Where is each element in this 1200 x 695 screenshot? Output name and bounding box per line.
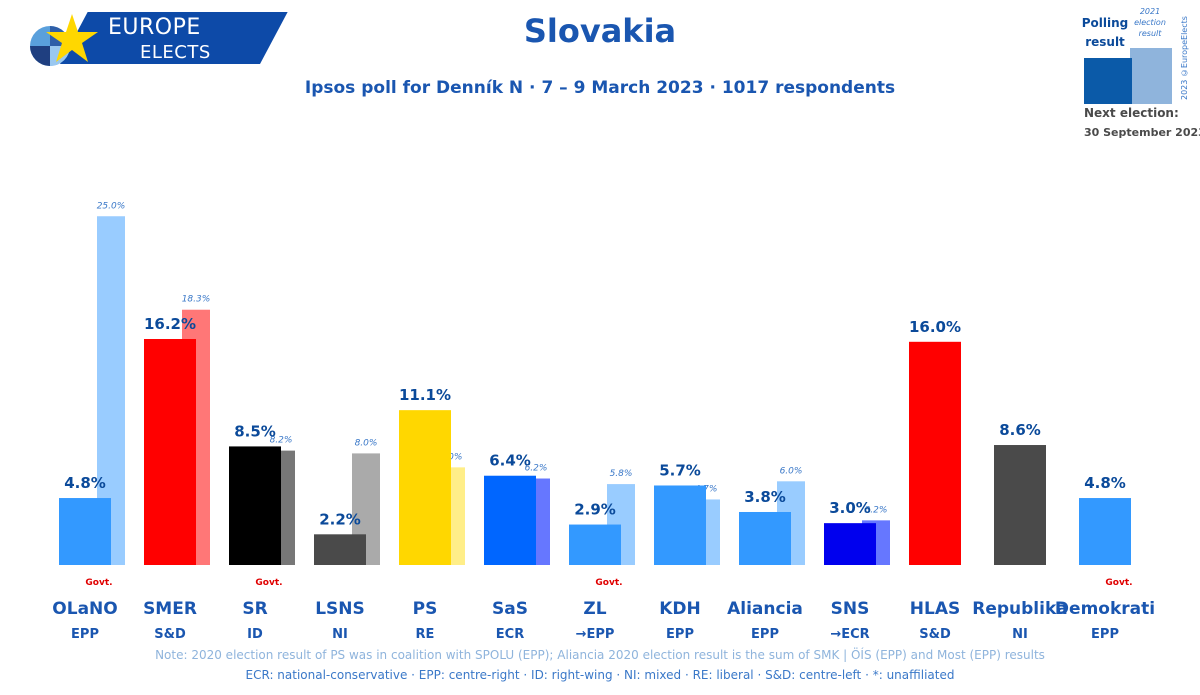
europe-elects-logo: EUROPE ELECTS xyxy=(20,10,288,68)
poll-bar xyxy=(399,410,451,565)
poll-bar xyxy=(654,485,706,565)
legend-election-label: 2021 election result xyxy=(1134,7,1166,38)
poll-bar xyxy=(1079,498,1131,565)
page-subtitle: Ipsos poll for Denník N · 7 – 9 March 20… xyxy=(304,78,896,98)
poll-bar xyxy=(739,511,791,565)
election-value-label: 8.2% xyxy=(270,436,293,446)
party-group-label: RE xyxy=(416,627,435,642)
party-name-label: SMER xyxy=(143,599,197,619)
party-group-label: ID xyxy=(247,627,263,642)
party-name-label: LSNS xyxy=(315,599,365,619)
election-value-label: 25.0% xyxy=(97,201,126,211)
party-group-label: EPP xyxy=(71,627,99,642)
groups-legend: ECR: national-conservative · EPP: centre… xyxy=(245,668,955,682)
party-group-label: NI xyxy=(1012,627,1028,642)
party-group-label: S&D xyxy=(919,627,951,642)
party-name-label: Demokrati xyxy=(1055,599,1155,619)
poll-value-label: 16.2% xyxy=(144,315,196,333)
party-group-label: ECR xyxy=(496,627,524,642)
party-name-label: HLAS xyxy=(910,599,960,619)
poll-bar xyxy=(144,339,196,565)
poll-value-label: 11.1% xyxy=(399,386,451,404)
party-name-label: SNS xyxy=(831,599,870,619)
party-name-label: SaS xyxy=(492,599,528,619)
poll-value-label: 8.6% xyxy=(999,421,1041,439)
poll-bar xyxy=(314,534,366,565)
poll-value-label: 16.0% xyxy=(909,318,961,336)
party-group-label: →EPP xyxy=(576,627,615,642)
page-title: Slovakia xyxy=(523,12,677,50)
legend-poll-label: Polling result xyxy=(1081,16,1129,49)
chart-legend: Polling result 2021 election result 2023… xyxy=(1080,6,1200,146)
party-name-label: ZL xyxy=(583,599,606,619)
party-group-label: →ECR xyxy=(830,627,869,642)
election-value-label: 6.0% xyxy=(780,466,803,476)
election-value-label: 5.8% xyxy=(610,469,633,479)
logo-text-elects: ELECTS xyxy=(140,42,211,63)
poll-bar xyxy=(569,524,621,565)
election-value-label: 3.2% xyxy=(865,505,888,515)
poll-value-label: 3.8% xyxy=(744,488,786,506)
poll-value-label: 3.0% xyxy=(829,499,871,517)
election-value-label: 6.2% xyxy=(525,464,548,474)
poll-value-label: 8.5% xyxy=(234,422,276,440)
govt-label: Govt. xyxy=(595,578,622,588)
poll-bar xyxy=(59,498,111,565)
party-name-label: SR xyxy=(242,599,267,619)
poll-value-label: 5.7% xyxy=(659,461,701,479)
election-value-label: 18.3% xyxy=(182,295,211,305)
party-name-label: PS xyxy=(413,599,438,619)
election-value-label: 8.0% xyxy=(355,438,378,448)
next-election-label: Next election: xyxy=(1084,106,1179,120)
party-name-label: OLaNO xyxy=(52,599,117,619)
govt-label: Govt. xyxy=(85,578,112,588)
poll-value-label: 2.2% xyxy=(319,510,361,528)
poll-bar xyxy=(824,523,876,565)
party-name-label: Republika xyxy=(972,599,1068,619)
party-group-label: EPP xyxy=(751,627,779,642)
party-name-label: KDH xyxy=(659,599,701,619)
party-group-label: EPP xyxy=(1091,627,1119,642)
poll-value-label: 4.8% xyxy=(1084,474,1126,492)
legend-poll-swatch xyxy=(1084,58,1132,104)
poll-bar xyxy=(229,446,281,565)
poll-bar xyxy=(994,445,1046,565)
party-group-label: EPP xyxy=(666,627,694,642)
party-name-label: Aliancia xyxy=(727,599,803,619)
poll-bar xyxy=(484,475,536,565)
govt-label: Govt. xyxy=(1105,578,1132,588)
poll-value-label: 6.4% xyxy=(489,452,531,470)
poll-value-label: 4.8% xyxy=(64,474,106,492)
party-group-label: S&D xyxy=(154,627,186,642)
next-election-date: 30 September 2023 xyxy=(1084,126,1200,139)
govt-label: Govt. xyxy=(255,578,282,588)
logo-text-europe: EUROPE xyxy=(108,15,201,40)
poll-bar xyxy=(909,341,961,565)
logo-globe-star-icon xyxy=(30,14,98,66)
poll-value-label: 2.9% xyxy=(574,501,616,519)
chart-note: Note: 2020 election result of PS was in … xyxy=(155,648,1045,662)
legend-election-swatch xyxy=(1130,48,1172,104)
party-group-label: NI xyxy=(332,627,348,642)
